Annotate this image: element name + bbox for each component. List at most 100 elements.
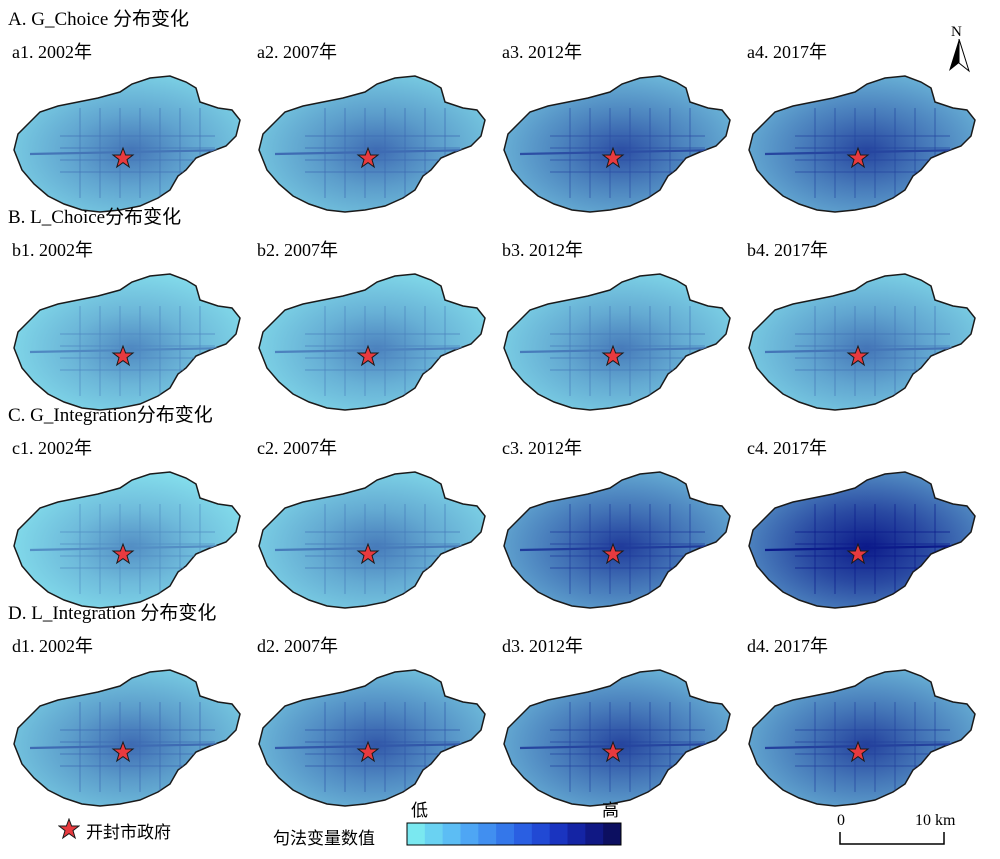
government-star-icon	[356, 542, 380, 565]
map-svg	[503, 669, 731, 807]
map-panel: c3. 2012年	[490, 434, 735, 614]
map-panel: b2. 2007年	[245, 236, 490, 416]
panel-label: a4. 2017年	[747, 42, 827, 62]
map-panel: c2. 2007年	[245, 434, 490, 614]
color-bar-segment	[460, 823, 479, 845]
panel-label: b4. 2017年	[747, 240, 828, 260]
section-title: C. G_Integration分布变化	[8, 405, 213, 426]
map-svg	[748, 471, 976, 609]
map-panel: b3. 2012年	[490, 236, 735, 416]
color-bar-segment	[549, 823, 568, 845]
city-boundary	[13, 75, 241, 213]
city-boundary	[748, 471, 976, 609]
city-boundary	[258, 75, 486, 213]
panel-label: d1. 2002年	[12, 636, 93, 656]
map-svg	[13, 471, 241, 609]
government-star-icon	[601, 542, 625, 565]
map-svg	[258, 471, 486, 609]
color-bar-segment	[496, 823, 515, 845]
government-star-icon	[601, 344, 625, 367]
map-svg	[503, 273, 731, 411]
color-bar-segment	[567, 823, 586, 845]
panel-label: a1. 2002年	[12, 42, 92, 62]
star-icon	[58, 818, 80, 840]
government-star-icon	[111, 146, 135, 169]
map-panel: a1. 2002年	[0, 38, 245, 218]
map-panel: d2. 2007年	[245, 632, 490, 812]
map-panel: a2. 2007年	[245, 38, 490, 218]
panel-label: b1. 2002年	[12, 240, 93, 260]
panel-label: d2. 2007年	[257, 636, 338, 656]
color-bar-segment	[407, 823, 426, 845]
map-svg	[748, 669, 976, 807]
map-svg	[748, 273, 976, 411]
government-star-icon	[846, 542, 870, 565]
map-svg	[748, 75, 976, 213]
map-svg	[503, 75, 731, 213]
north-arrow: N	[945, 24, 973, 74]
legend-star-label: 开封市政府	[86, 823, 171, 842]
map-panel: c1. 2002年	[0, 434, 245, 614]
map-svg	[258, 273, 486, 411]
government-star-icon	[111, 344, 135, 367]
map-panel: b1. 2002年	[0, 236, 245, 416]
panel-label: a3. 2012年	[502, 42, 582, 62]
scale-start-label: 0	[837, 812, 845, 829]
government-star-icon	[356, 344, 380, 367]
city-boundary	[13, 471, 241, 609]
map-panel: c4. 2017年	[735, 434, 980, 614]
government-star-icon	[846, 146, 870, 169]
section-title: A. G_Choice 分布变化	[8, 9, 190, 30]
color-bar-segment	[442, 823, 461, 845]
legend-low-label: 低	[411, 801, 428, 820]
map-svg	[258, 669, 486, 807]
government-star-icon	[356, 146, 380, 169]
city-boundary	[503, 471, 731, 609]
section-title: B. L_Choice分布变化	[8, 207, 182, 228]
city-boundary	[748, 669, 976, 807]
panel-label: d4. 2017年	[747, 636, 828, 656]
color-bar-segment	[424, 823, 444, 845]
scale-end-label: 10 km	[915, 812, 956, 829]
city-boundary	[258, 471, 486, 609]
city-boundary	[503, 669, 731, 807]
panel-label: d3. 2012年	[502, 636, 583, 656]
north-label: N	[951, 24, 962, 40]
north-arrow-icon	[949, 39, 970, 73]
city-boundary	[503, 273, 731, 411]
color-bar-segment	[478, 823, 497, 845]
city-boundary	[13, 669, 241, 807]
map-panel: a4. 2017年	[735, 38, 980, 218]
government-star-icon	[846, 740, 870, 763]
section-title: D. L_Integration 分布变化	[8, 603, 217, 624]
map-panel: b4. 2017年	[735, 236, 980, 416]
government-star-icon	[601, 146, 625, 169]
color-bar-segment	[603, 823, 622, 845]
panel-label: a2. 2007年	[257, 42, 337, 62]
city-boundary	[748, 75, 976, 213]
color-bar-segment	[585, 823, 604, 845]
panel-label: c4. 2017年	[747, 438, 827, 458]
panel-label: c1. 2002年	[12, 438, 92, 458]
legend-bar-title: 句法变量数值	[273, 829, 375, 848]
city-boundary	[258, 669, 486, 807]
map-svg	[258, 75, 486, 213]
map-svg	[503, 471, 731, 609]
government-star-icon	[111, 740, 135, 763]
map-panel: d3. 2012年	[490, 632, 735, 812]
government-star-icon	[846, 344, 870, 367]
legend-high-label: 高	[602, 801, 619, 820]
map-panel: a3. 2012年	[490, 38, 735, 218]
map-svg	[13, 273, 241, 411]
map-svg	[13, 75, 241, 213]
panel-label: c3. 2012年	[502, 438, 582, 458]
panel-label: b3. 2012年	[502, 240, 583, 260]
map-panel: d4. 2017年	[735, 632, 980, 812]
color-bar-segment	[531, 823, 551, 845]
color-bar-segment	[514, 823, 533, 845]
panel-label: b2. 2007年	[257, 240, 338, 260]
city-boundary	[13, 273, 241, 411]
map-panel: d1. 2002年	[0, 632, 245, 812]
city-boundary	[503, 75, 731, 213]
panel-label: c2. 2007年	[257, 438, 337, 458]
